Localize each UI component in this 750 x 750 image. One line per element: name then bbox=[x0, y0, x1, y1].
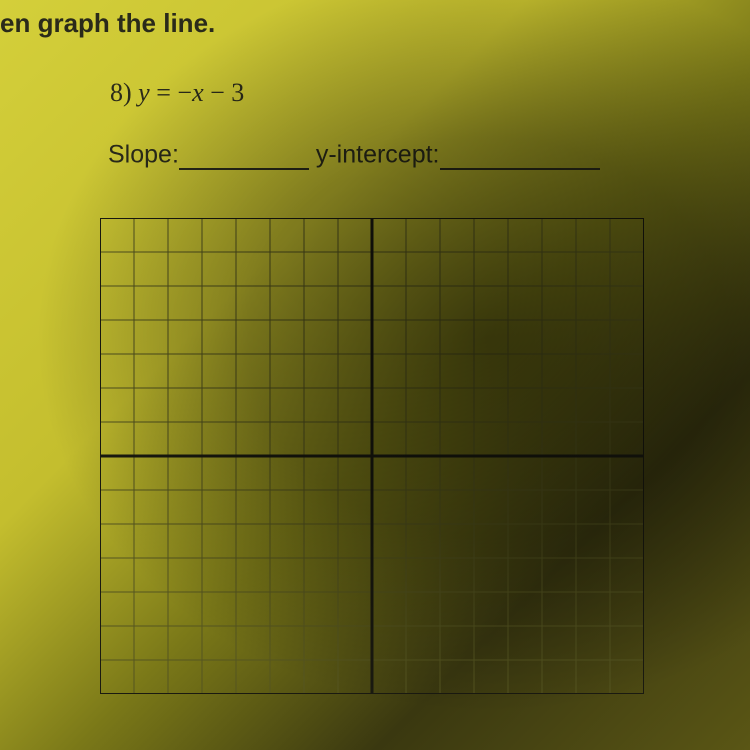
equation-tail: − 3 bbox=[204, 78, 245, 107]
instruction-fragment: en graph the line. bbox=[0, 8, 215, 39]
equation-neg: − bbox=[177, 78, 192, 107]
answer-blanks-line: Slope: y-intercept: bbox=[108, 140, 600, 170]
problem-equation: 8) y = −x − 3 bbox=[110, 78, 244, 108]
grid-svg bbox=[100, 218, 644, 694]
equation-eq: = bbox=[150, 78, 178, 107]
yintercept-blank[interactable] bbox=[440, 140, 600, 170]
coordinate-grid bbox=[100, 218, 644, 694]
equation-lhs: y bbox=[138, 78, 150, 107]
equation-var: x bbox=[192, 78, 204, 107]
slope-label: Slope: bbox=[108, 141, 179, 169]
yintercept-label: y-intercept: bbox=[316, 141, 440, 169]
problem-number: 8) bbox=[110, 78, 132, 107]
slope-blank[interactable] bbox=[179, 140, 309, 170]
